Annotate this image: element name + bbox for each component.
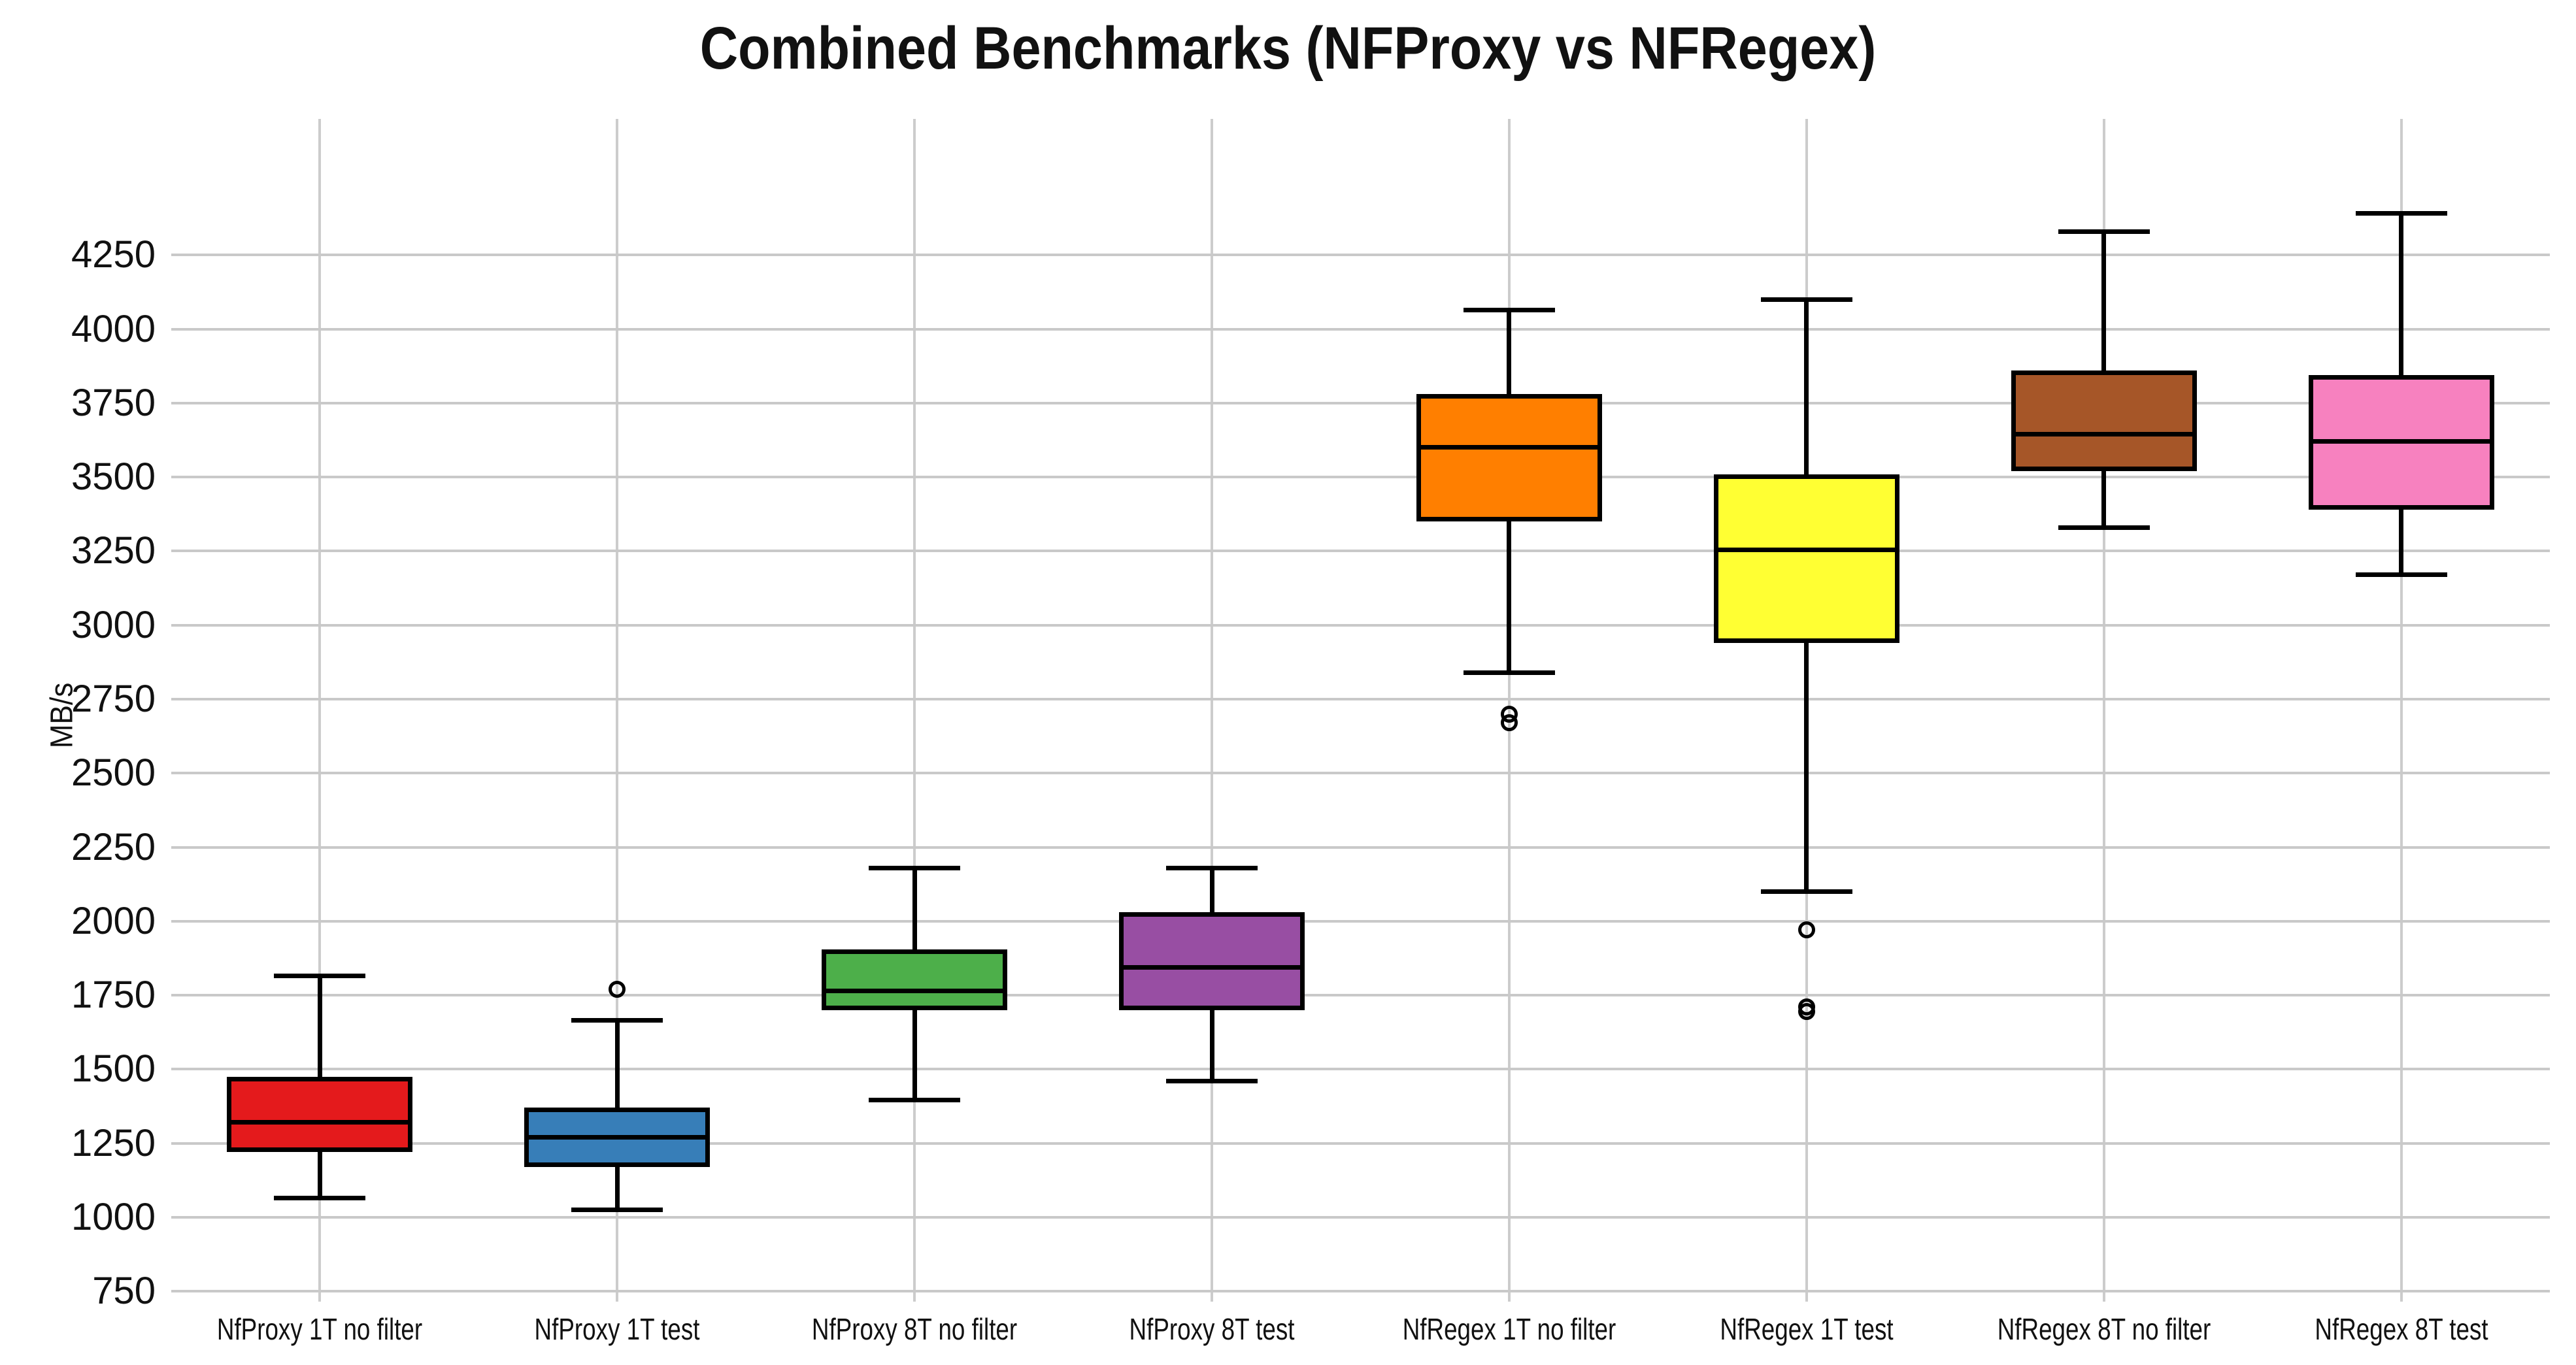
y-tick-label: 2750	[71, 678, 156, 720]
horizontal-gridline	[171, 401, 2550, 404]
whisker-cap-lower-nfproxy-8t-no-filter	[869, 1098, 961, 1103]
vertical-gridline	[616, 119, 619, 1302]
outlier-nfregex-1t-test	[1798, 921, 1815, 939]
vertical-gridline	[318, 119, 322, 1302]
x-tick-label-nfproxy-1t-no-filter: NfProxy 1T no filter	[217, 1312, 423, 1346]
horizontal-gridline	[171, 772, 2550, 775]
horizontal-gridline	[171, 476, 2550, 479]
horizontal-gridline	[171, 1142, 2550, 1145]
horizontal-gridline	[171, 1068, 2550, 1071]
outlier-nfregex-1t-test	[1798, 1002, 1815, 1020]
horizontal-gridline	[171, 254, 2550, 257]
whisker-upper-nfregex-1t-no-filter	[1507, 310, 1512, 395]
y-tick-label: 2500	[71, 751, 156, 795]
whisker-cap-upper-nfregex-1t-test	[1760, 297, 1852, 302]
chart-title: Combined Benchmarks (NFProxy vs NFRegex)	[699, 15, 1877, 82]
box-nfregex-1t-test	[1713, 474, 1899, 643]
outlier-nfregex-1t-no-filter	[1500, 714, 1518, 732]
median-nfregex-8t-no-filter	[2011, 432, 2197, 437]
x-tick-label-nfproxy-1t-test: NfProxy 1T test	[534, 1312, 700, 1346]
y-tick-label: 4250	[71, 233, 156, 276]
whisker-cap-lower-nfregex-1t-no-filter	[1463, 670, 1555, 675]
whisker-lower-nfregex-8t-no-filter	[2101, 471, 2107, 528]
box-nfproxy-8t-test	[1119, 912, 1305, 1010]
y-tick-label: 1250	[71, 1121, 156, 1164]
whisker-lower-nfproxy-1t-test	[614, 1166, 620, 1210]
outlier-nfproxy-1t-test	[609, 981, 626, 998]
y-tick-label: 3500	[71, 455, 156, 499]
whisker-cap-upper-nfregex-8t-no-filter	[2058, 229, 2150, 234]
vertical-gridline	[913, 119, 916, 1302]
whisker-cap-upper-nfproxy-8t-no-filter	[869, 865, 961, 870]
box-nfregex-1t-no-filter	[1416, 394, 1602, 522]
median-nfregex-1t-test	[1713, 547, 1899, 552]
y-tick-label: 2250	[71, 825, 156, 868]
median-nfproxy-8t-no-filter	[822, 988, 1008, 993]
median-nfregex-1t-no-filter	[1416, 445, 1602, 450]
y-tick-label: 3750	[71, 381, 156, 424]
whisker-upper-nfproxy-1t-test	[614, 1020, 620, 1108]
whisker-cap-lower-nfregex-8t-no-filter	[2058, 525, 2150, 530]
y-tick-label: 3000	[71, 603, 156, 646]
horizontal-gridline	[171, 698, 2550, 700]
horizontal-gridline	[171, 1290, 2550, 1293]
median-nfregex-8t-test	[2308, 439, 2494, 444]
whisker-lower-nfregex-1t-test	[1804, 642, 1809, 892]
y-tick-label: 2000	[71, 899, 156, 942]
whisker-lower-nfproxy-1t-no-filter	[317, 1152, 322, 1198]
horizontal-gridline	[171, 1215, 2550, 1219]
whisker-upper-nfregex-8t-test	[2399, 213, 2404, 375]
whisker-cap-lower-nfproxy-1t-no-filter	[274, 1195, 366, 1200]
box-nfregex-8t-no-filter	[2011, 370, 2197, 472]
horizontal-gridline	[171, 919, 2550, 923]
box-nfproxy-8t-no-filter	[822, 949, 1008, 1010]
horizontal-gridline	[171, 994, 2550, 997]
x-tick-label-nfproxy-8t-test: NfProxy 8T test	[1129, 1312, 1295, 1346]
median-nfproxy-8t-test	[1119, 964, 1305, 970]
whisker-cap-lower-nfproxy-1t-test	[571, 1208, 663, 1213]
horizontal-gridline	[171, 550, 2550, 553]
y-tick-label: 4000	[71, 307, 156, 350]
whisker-cap-lower-nfproxy-8t-test	[1166, 1078, 1258, 1083]
whisker-lower-nfproxy-8t-no-filter	[912, 1010, 917, 1100]
whisker-cap-upper-nfproxy-8t-test	[1166, 865, 1258, 870]
y-tick-label: 1500	[71, 1047, 156, 1091]
x-tick-label-nfregex-8t-test: NfRegex 8T test	[2314, 1312, 2488, 1346]
x-tick-label-nfregex-1t-no-filter: NfRegex 1T no filter	[1402, 1312, 1616, 1346]
whisker-upper-nfproxy-8t-no-filter	[912, 868, 917, 949]
vertical-gridline	[2102, 119, 2105, 1302]
median-nfproxy-1t-no-filter	[227, 1120, 413, 1125]
whisker-upper-nfproxy-1t-no-filter	[317, 976, 322, 1077]
whisker-cap-lower-nfregex-8t-test	[2355, 572, 2447, 578]
x-tick-label-nfregex-8t-no-filter: NfRegex 8T no filter	[1997, 1312, 2211, 1346]
y-tick-label: 1750	[71, 974, 156, 1017]
horizontal-gridline	[171, 623, 2550, 627]
x-tick-label-nfregex-1t-test: NfRegex 1T test	[1720, 1312, 1894, 1346]
whisker-cap-upper-nfregex-8t-test	[2355, 211, 2447, 216]
y-tick-label: 3250	[71, 529, 156, 572]
whisker-upper-nfregex-1t-test	[1804, 299, 1809, 474]
vertical-gridline	[1211, 119, 1214, 1302]
whisker-cap-upper-nfproxy-1t-test	[571, 1018, 663, 1023]
median-nfproxy-1t-test	[524, 1135, 711, 1140]
y-tick-label: 1000	[71, 1195, 156, 1238]
whisker-lower-nfproxy-8t-test	[1209, 1010, 1214, 1081]
whisker-upper-nfregex-8t-no-filter	[2101, 231, 2107, 371]
vertical-gridline	[2400, 119, 2403, 1302]
horizontal-gridline	[171, 846, 2550, 849]
x-tick-label-nfproxy-8t-no-filter: NfProxy 8T no filter	[812, 1312, 1018, 1346]
whisker-cap-upper-nfproxy-1t-no-filter	[274, 974, 366, 979]
whisker-lower-nfregex-1t-no-filter	[1507, 521, 1512, 673]
horizontal-gridline	[171, 327, 2550, 331]
whisker-cap-upper-nfregex-1t-no-filter	[1463, 307, 1555, 312]
whisker-upper-nfproxy-8t-test	[1209, 868, 1214, 913]
whisker-cap-lower-nfregex-1t-test	[1760, 889, 1852, 894]
whisker-lower-nfregex-8t-test	[2399, 510, 2404, 575]
y-tick-label: 750	[92, 1270, 156, 1313]
box-nfproxy-1t-no-filter	[227, 1076, 413, 1153]
